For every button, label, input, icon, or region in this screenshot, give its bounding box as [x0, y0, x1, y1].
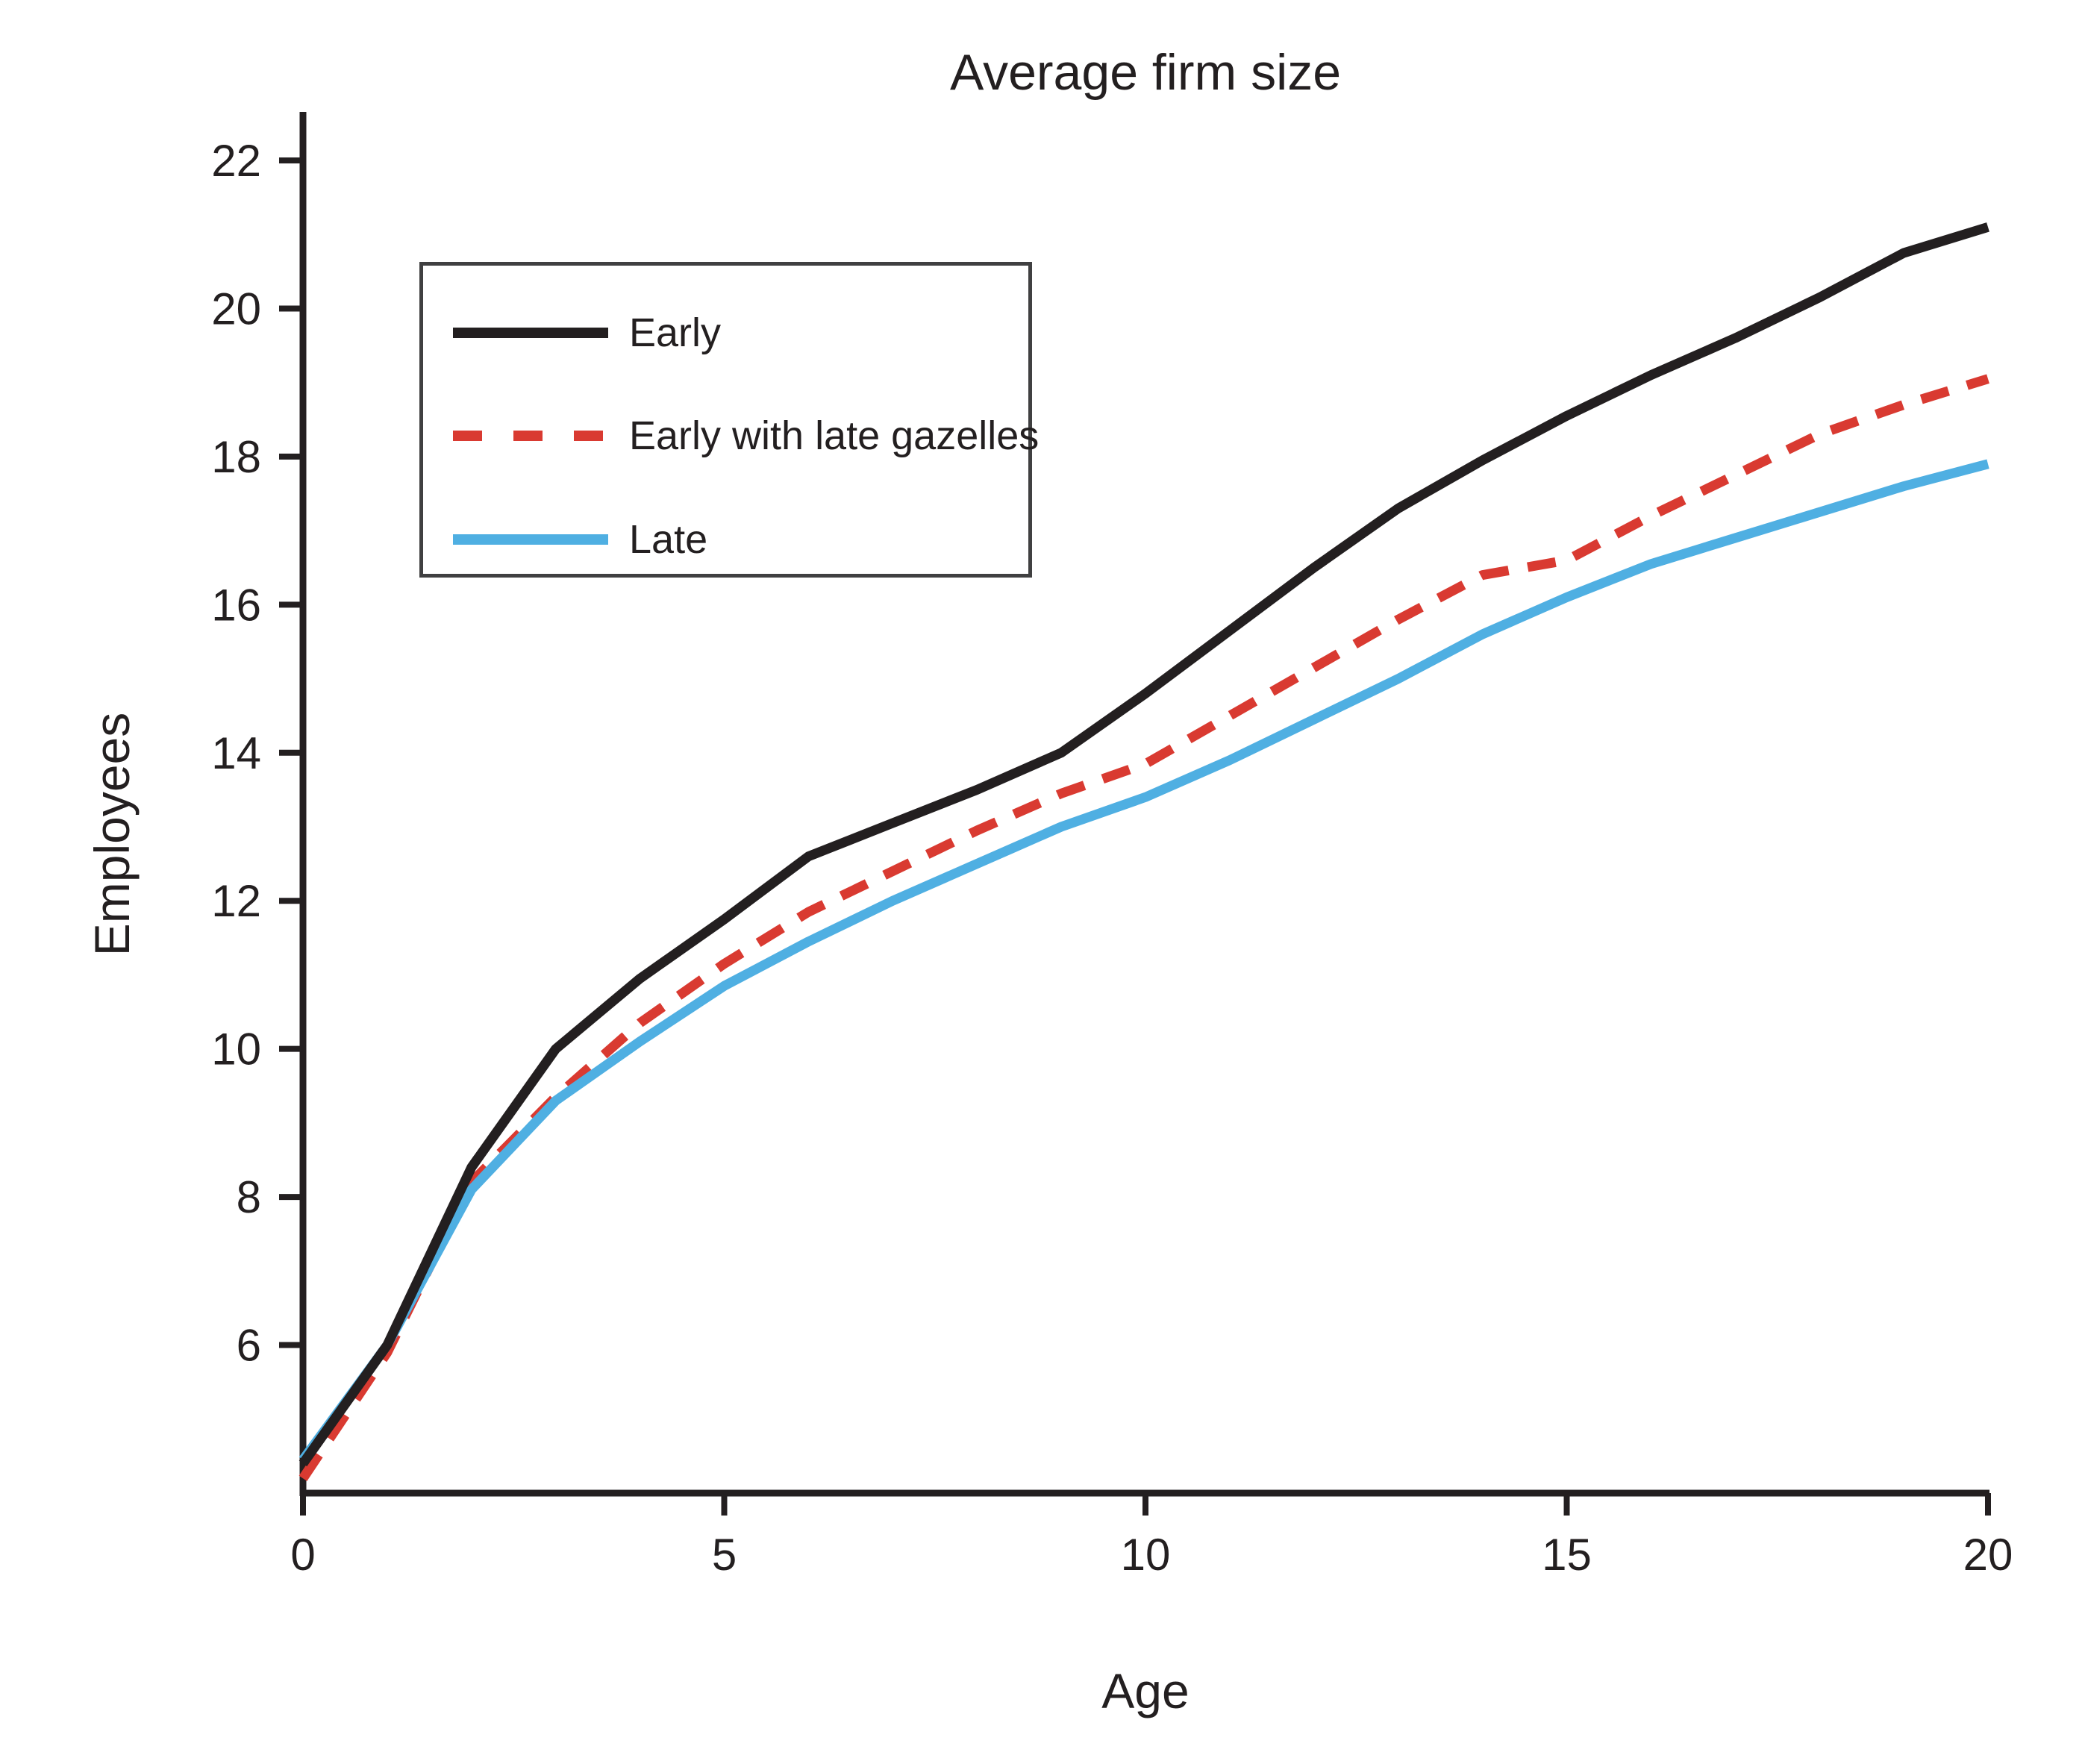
late-line-swatch	[453, 517, 608, 562]
legend-label: Early	[629, 310, 722, 355]
y-tick-label: 22	[211, 136, 261, 186]
y-tick-label: 14	[211, 728, 261, 778]
early-line-swatch	[453, 310, 608, 355]
y-tick-label: 18	[211, 432, 261, 482]
x-tick-label: 0	[290, 1530, 315, 1580]
x-tick-label: 5	[712, 1530, 737, 1580]
legend-item-early: Early	[423, 310, 1028, 355]
gazelles-line-swatch	[453, 413, 608, 458]
y-tick-label: 8	[237, 1172, 261, 1222]
legend-item-late: Late	[423, 517, 1028, 562]
legend-label: Early with late gazelles	[629, 413, 1040, 458]
series-line-late	[298, 459, 1989, 1463]
x-tick-label: 10	[1121, 1530, 1171, 1580]
x-axis-label: Age	[1101, 1663, 1190, 1718]
legend-item-gazelles: Early with late gazelles	[423, 413, 1039, 458]
y-tick-label: 10	[211, 1025, 261, 1075]
y-tick-label: 20	[211, 284, 261, 334]
y-tick-label: 6	[237, 1321, 261, 1371]
series-line-early-with-late-gazelles	[298, 374, 1989, 1481]
series-line-early	[298, 222, 1989, 1467]
y-tick-label: 12	[211, 876, 261, 926]
x-tick-label: 15	[1542, 1530, 1592, 1580]
legend-label: Late	[629, 517, 708, 562]
x-tick-label: 20	[1963, 1530, 2013, 1580]
chart-title: Average firm size	[949, 44, 1342, 101]
legend: Early Early with late gazelles Late	[419, 262, 1039, 578]
y-tick-label: 16	[211, 580, 261, 630]
